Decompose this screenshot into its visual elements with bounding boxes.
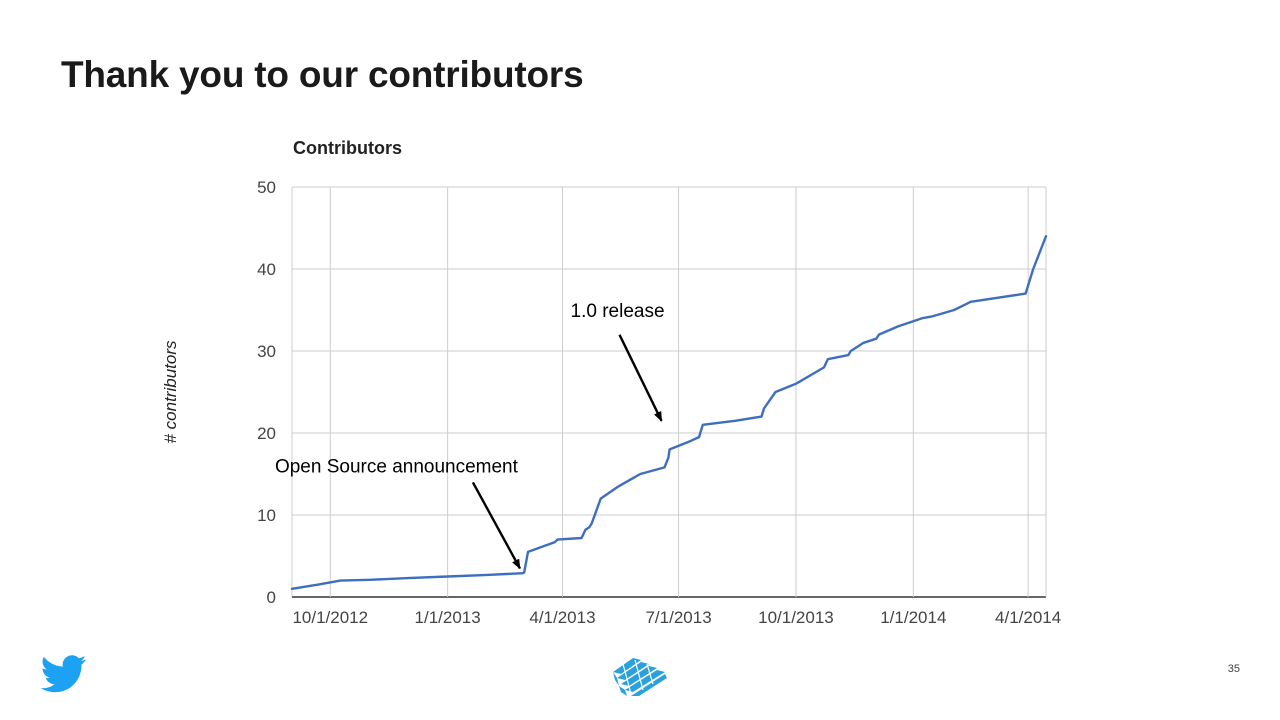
x-tick-label: 7/1/2013 xyxy=(645,608,711,627)
y-tick-label: 0 xyxy=(267,588,276,607)
y-tick-label: 10 xyxy=(257,506,276,525)
annotation-label: Open Source announcement xyxy=(275,456,519,477)
y-axis-title: # contributors xyxy=(161,340,180,443)
slide-title: Thank you to our contributors xyxy=(61,54,584,95)
x-tick-label: 10/1/2013 xyxy=(758,608,834,627)
annotation-label: 1.0 release xyxy=(571,301,665,322)
x-tick-label: 4/1/2013 xyxy=(529,608,595,627)
y-tick-label: 20 xyxy=(257,424,276,443)
y-tick-label: 40 xyxy=(257,260,276,279)
page-number: 35 xyxy=(1227,663,1240,675)
series-line xyxy=(290,234,1048,590)
contributors-line-chart: Contributors # contributors 01020304050 … xyxy=(161,138,1061,627)
twitter-bird-icon xyxy=(40,655,87,693)
chart-title: Contributors xyxy=(293,138,402,158)
annotation-arrow xyxy=(618,334,663,422)
y-axis-tick-labels: 0 10 20 30 40 50 xyxy=(257,178,276,607)
y-tick-label: 50 xyxy=(257,178,276,197)
chart-grid xyxy=(291,186,1047,598)
apache-mesos-logo-icon xyxy=(613,658,667,696)
y-tick-label: 30 xyxy=(257,342,276,361)
x-tick-label: 10/1/2012 xyxy=(292,608,368,627)
contributors-series xyxy=(290,234,1048,590)
x-tick-label: 1/1/2014 xyxy=(880,608,946,627)
x-tick-label: 1/1/2013 xyxy=(415,608,481,627)
x-tick-label: 4/1/2014 xyxy=(995,608,1061,627)
chart-annotations: Open Source announcement 1.0 release xyxy=(275,301,665,570)
annotation-arrow xyxy=(471,481,521,570)
x-axis-tick-labels: 10/1/2012 1/1/2013 4/1/2013 7/1/2013 10/1/20… xyxy=(292,608,1061,627)
